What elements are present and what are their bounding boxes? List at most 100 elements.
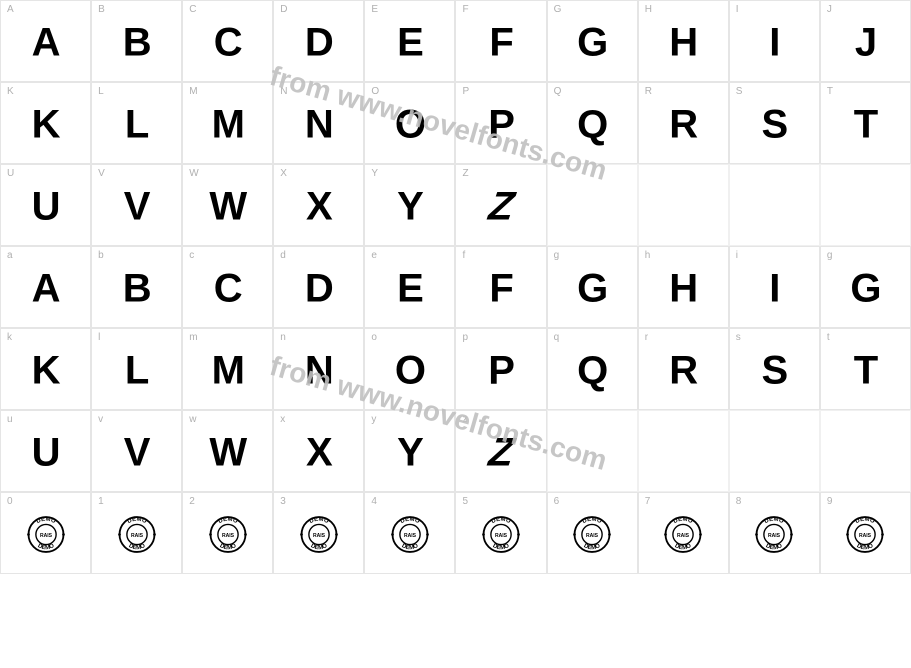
cell-glyph: U [32,430,60,475]
cell-label: z [462,414,467,425]
demo-badge-icon: DEMO DEMO RAIS [296,512,342,558]
char-cell: 3 DEMO DEMO RAIS [273,492,364,574]
cell-glyph: V [124,184,150,229]
cell-label: 9 [827,496,833,507]
demo-badge-icon: DEMO DEMO RAIS [23,512,69,558]
cell-label: i [736,250,738,261]
cell-label: F [462,4,468,15]
cell-glyph: T [854,102,877,147]
cell-label: C [189,4,196,15]
cell-label: R [645,86,652,97]
char-cell: PP [455,82,546,164]
char-cell: gG [547,246,638,328]
char-cell: sS [729,328,820,410]
cell-glyph: A [32,266,60,311]
cell-glyph: T [854,348,877,393]
demo-badge-wrap: DEMO DEMO RAIS [114,512,160,563]
char-cell: 8 DEMO DEMO RAIS [729,492,820,574]
cell-glyph: L [125,102,148,147]
cell-label: 5 [462,496,468,507]
svg-text:RAIS: RAIS [40,533,53,539]
cell-glyph: O [395,102,425,147]
char-cell: bB [91,246,182,328]
char-cell: XX [273,164,364,246]
demo-badge-icon: DEMO DEMO RAIS [751,512,797,558]
cell-label: u [7,414,13,425]
demo-badge-wrap: DEMO DEMO RAIS [842,512,888,563]
char-cell: aA [0,246,91,328]
char-cell: 6 DEMO DEMO RAIS [547,492,638,574]
char-cell: 4 DEMO DEMO RAIS [364,492,455,574]
cell-glyph: Z [486,184,516,229]
char-cell: gG [820,246,911,328]
char-cell: oO [364,328,455,410]
cell-label: e [371,250,377,261]
demo-badge-wrap: DEMO DEMO RAIS [569,512,615,563]
cell-label: K [7,86,14,97]
cell-glyph: S [762,102,788,147]
cell-label: O [371,86,379,97]
char-cell: TT [820,82,911,164]
char-cell: lL [91,328,182,410]
cell-glyph: X [306,184,332,229]
char-cell: RR [638,82,729,164]
cell-glyph: K [32,348,60,393]
demo-badge-wrap: DEMO DEMO RAIS [751,512,797,563]
cell-glyph: W [209,184,246,229]
cell-glyph: C [214,266,242,311]
svg-text:RAIS: RAIS [222,533,235,539]
char-cell: 9 DEMO DEMO RAIS [820,492,911,574]
cell-glyph: B [123,266,151,311]
cell-glyph: R [669,102,697,147]
char-cell: ZZ [455,164,546,246]
cell-glyph: M [212,348,244,393]
char-cell: QQ [547,82,638,164]
char-cell: yY [364,410,455,492]
cell-label: J [827,4,832,15]
char-cell: tT [820,328,911,410]
cell-label: m [189,332,197,343]
cell-label: Q [554,86,562,97]
cell-glyph: M [212,102,244,147]
char-cell: UU [0,164,91,246]
demo-badge-wrap: DEMO DEMO RAIS [23,512,69,563]
blank-cell [547,164,638,246]
svg-text:RAIS: RAIS [404,533,417,539]
cell-label: P [462,86,469,97]
cell-label: Y [371,168,378,179]
char-cell: AA [0,0,91,82]
cell-glyph: N [305,102,333,147]
cell-glyph: A [32,20,60,65]
blank-cell [547,410,638,492]
cell-glyph: O [395,348,425,393]
demo-badge-wrap: DEMO DEMO RAIS [296,512,342,563]
char-cell: 0 DEMO DEMO RAIS [0,492,91,574]
cell-glyph: P [488,102,514,147]
cell-glyph: B [123,20,151,65]
cell-glyph: H [669,20,697,65]
cell-label: 4 [371,496,377,507]
cell-label: x [280,414,285,425]
cell-label: E [371,4,378,15]
cell-label: v [98,414,103,425]
char-cell: cC [182,246,273,328]
character-map-grid: AABBCCDDEEFFGGHHIIJJKKLLMMNNOOPPQQRRSSTT… [0,0,911,574]
cell-label: U [7,168,14,179]
char-cell: hH [638,246,729,328]
cell-glyph: F [489,266,512,311]
cell-glyph: D [305,20,333,65]
cell-label: h [645,250,651,261]
char-cell: FF [455,0,546,82]
char-cell: 5 DEMO DEMO RAIS [455,492,546,574]
char-cell: KK [0,82,91,164]
svg-text:RAIS: RAIS [313,533,326,539]
cell-label: I [736,4,739,15]
svg-text:RAIS: RAIS [859,533,872,539]
char-cell: YY [364,164,455,246]
char-cell: 7 DEMO DEMO RAIS [638,492,729,574]
cell-label: V [98,168,105,179]
cell-glyph: J [855,20,876,65]
svg-text:RAIS: RAIS [495,533,508,539]
char-cell: BB [91,0,182,82]
cell-label: l [98,332,100,343]
